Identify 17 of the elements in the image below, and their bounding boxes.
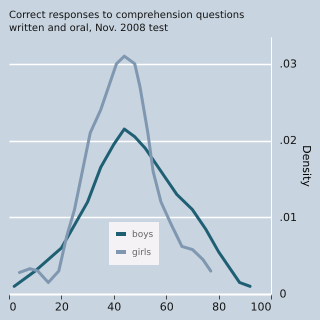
y-tick-label: .03 [280,57,297,70]
y-tick-label: .02 [280,134,297,148]
x-tick-label: 100 [250,300,272,314]
x-tick-label: 40 [107,300,122,314]
legend-label: girls [132,248,152,258]
line-series [12,128,252,288]
line-series [18,54,212,284]
y-tick-label: 0 [280,288,286,300]
x-tick-label: 80 [212,300,226,314]
y-axis-title: Density [300,145,313,188]
x-tick-label: 60 [160,300,174,314]
x-tick-label: 20 [54,300,69,314]
x-tick-label: 0 [10,300,16,314]
y-tick-label: .01 [280,210,297,224]
chart-title: Correct responses to comprehension questions [9,10,244,21]
legend-label: boys [132,230,154,240]
chart-subtitle: written and oral, Nov. 2008 test [9,23,168,34]
